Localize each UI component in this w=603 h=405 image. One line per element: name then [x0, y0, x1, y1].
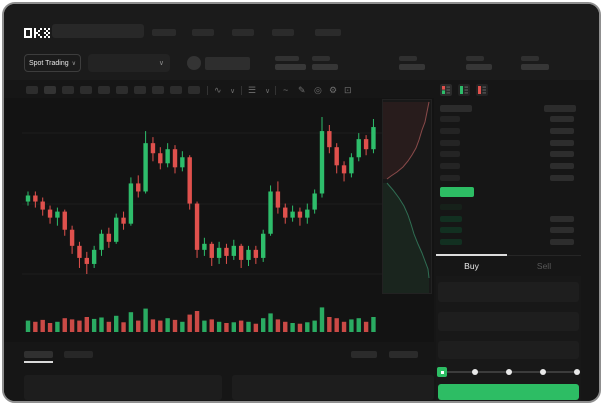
timeframe-2[interactable]: [44, 86, 56, 94]
ask-row-amount: [550, 116, 574, 122]
stat-2-label: [399, 56, 417, 61]
orderbook-price-header: [440, 105, 472, 112]
toolbar-divider: [275, 86, 276, 95]
settings-icon[interactable]: ⚙: [329, 85, 338, 95]
stat-3-value: [466, 64, 492, 70]
ask-row-amount: [550, 128, 574, 134]
ask-row-price: [440, 151, 460, 157]
timeframe-3[interactable]: [62, 86, 74, 94]
stat-4-label: [521, 56, 539, 61]
bid-row-amount: [550, 227, 574, 233]
depth-overlay-panel: [382, 99, 432, 294]
ask-row-amount: [550, 151, 574, 157]
price-field[interactable]: [438, 282, 579, 302]
orderbook-layout-asks-icon[interactable]: [476, 84, 488, 96]
snapshot-icon[interactable]: ◎: [314, 85, 322, 95]
price-placeholder: [275, 56, 299, 61]
slider-stop-25[interactable]: [472, 369, 478, 375]
stat-4-value: [521, 64, 549, 70]
bottom-tab-active-underline: [24, 361, 53, 363]
last-price-badge: [440, 187, 474, 197]
trading-app: Spot Trading ∨ ∨ ∿ ∨ ☰ ∨ ~ ✎ ◎ ⚙ ⊡: [4, 4, 599, 401]
timeframe-7[interactable]: [134, 86, 146, 94]
bottom-action-2[interactable]: [389, 351, 418, 358]
timeframe-5[interactable]: [98, 86, 110, 94]
timeframe-1[interactable]: [26, 86, 38, 94]
slider-stop-50[interactable]: [506, 369, 512, 375]
stat-3-label: [466, 56, 484, 61]
orderbook-layout-bids-icon[interactable]: [458, 84, 470, 96]
ask-row-price: [440, 128, 460, 134]
chevron-down-icon[interactable]: ∨: [230, 88, 236, 95]
amount-field[interactable]: [438, 312, 579, 331]
toolbar-divider: [241, 86, 242, 95]
depth-chart: [383, 101, 430, 293]
stat-1-value: [312, 64, 338, 70]
timeframe-4[interactable]: [80, 86, 92, 94]
bid-row-price: [440, 204, 462, 210]
chevron-down-icon[interactable]: ∨: [265, 88, 271, 95]
nav-item-5[interactable]: [315, 29, 341, 36]
ask-row-price: [440, 163, 460, 169]
tab-divider: [507, 255, 581, 256]
indicators-icon[interactable]: ∿: [214, 85, 222, 95]
candlestick-chart[interactable]: [22, 100, 432, 338]
market-mode-label: Spot Trading: [28, 59, 69, 67]
buy-submit-button[interactable]: [438, 384, 579, 400]
stat-1-label: [312, 56, 330, 61]
tab-sell[interactable]: Sell: [536, 261, 552, 271]
orderbook-layout-combined-icon[interactable]: [440, 84, 452, 96]
bid-row-amount: [550, 216, 574, 222]
search-input[interactable]: [52, 24, 144, 38]
slider-stop-100[interactable]: [574, 369, 580, 375]
draw-tool-icon[interactable]: ✎: [298, 85, 306, 95]
timeframe-8[interactable]: [152, 86, 164, 94]
nav-item-3[interactable]: [232, 29, 254, 36]
bottom-action-1[interactable]: [351, 351, 377, 358]
timeframe-10[interactable]: [188, 86, 200, 94]
ask-row-amount: [550, 175, 574, 181]
bid-row-price: [440, 216, 462, 222]
toolbar-divider: [207, 86, 208, 95]
market-mode-select[interactable]: Spot Trading ∨: [24, 54, 81, 72]
stat-2-value: [399, 64, 425, 70]
slider-handle[interactable]: [437, 367, 447, 377]
ask-row-price: [440, 116, 460, 122]
price-sub-placeholder: [275, 64, 306, 70]
nav-item-1[interactable]: [152, 29, 176, 36]
bid-row-price: [440, 239, 462, 245]
ask-row-amount: [550, 140, 574, 146]
tab-buy[interactable]: Buy: [464, 261, 479, 271]
ask-row-price: [440, 175, 460, 181]
timeframe-9[interactable]: [170, 86, 182, 94]
chart-area[interactable]: [4, 98, 434, 342]
candle-type-icon[interactable]: ☰: [248, 85, 257, 95]
slider-stop-75[interactable]: [540, 369, 546, 375]
orderbook-amount-header: [544, 105, 576, 112]
total-field[interactable]: [438, 341, 579, 359]
okx-logo[interactable]: [24, 25, 50, 43]
ask-row-amount: [550, 163, 574, 169]
active-tab-indicator: [436, 254, 507, 256]
bottom-tab-2[interactable]: [64, 351, 93, 358]
pair-label-placeholder[interactable]: [205, 57, 250, 70]
bid-row-amount: [550, 239, 574, 245]
orders-panel-left: [24, 375, 222, 400]
pair-select[interactable]: ∨: [88, 54, 170, 72]
orders-panel-right: [232, 375, 434, 400]
chevron-down-icon: ∨: [158, 60, 164, 67]
bid-row-price: [440, 227, 462, 233]
nav-item-2[interactable]: [192, 29, 214, 36]
chevron-down-icon: ∨: [71, 60, 77, 67]
bottom-tab-active[interactable]: [24, 351, 53, 358]
coin-icon: [187, 56, 201, 70]
nav-item-4[interactable]: [272, 29, 294, 36]
timeframe-6[interactable]: [116, 86, 128, 94]
line-tool-icon[interactable]: ~: [283, 85, 289, 95]
fullscreen-icon[interactable]: ⊡: [344, 85, 352, 95]
ask-row-price: [440, 140, 460, 146]
